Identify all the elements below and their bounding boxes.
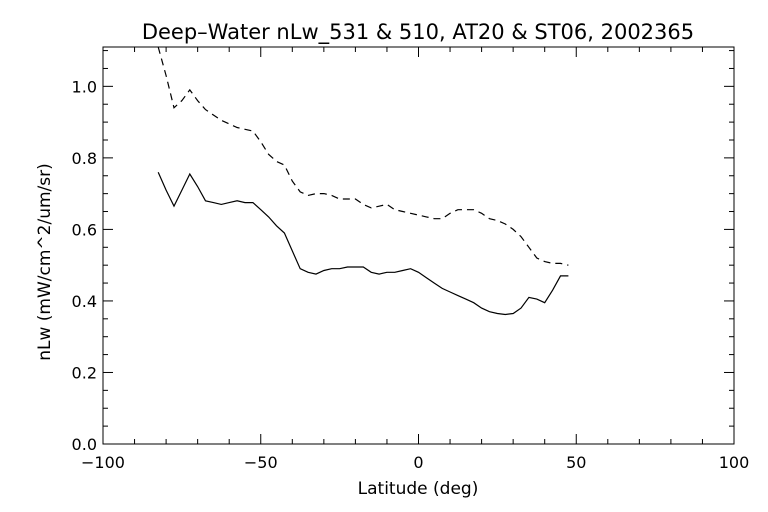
chart-title: Deep–Water nLw_531 & 510, AT20 & ST06, 2… (142, 20, 694, 45)
y-axis-ticks: 0.0 0.2 0.4 0.6 0.8 1.0 (72, 50, 734, 454)
x-tick-label: −50 (244, 453, 278, 472)
x-tick-label: 0 (413, 453, 423, 472)
series-line-solid (157, 171, 569, 316)
x-axis-ticks: −100 −50 0 50 100 (81, 47, 749, 472)
y-tick-label: 0.0 (72, 435, 97, 454)
x-tick-label: 100 (719, 453, 750, 472)
y-tick-label: 0.4 (72, 292, 97, 311)
x-tick-label: −100 (81, 453, 125, 472)
y-tick-label: 0.8 (72, 149, 97, 168)
plot-area-border (102, 46, 735, 445)
series-group (157, 46, 569, 316)
x-tick-label: 50 (566, 453, 586, 472)
plot-frame (102, 46, 735, 445)
y-tick-label: 0.2 (72, 363, 97, 382)
y-axis-label: nLw (mW/cm^2/um/sr) (35, 163, 55, 361)
series-line-dashed (157, 46, 569, 266)
y-tick-label: 1.0 (72, 77, 97, 96)
x-axis-label: Latitude (deg) (358, 479, 479, 499)
y-tick-label: 0.6 (72, 220, 97, 239)
